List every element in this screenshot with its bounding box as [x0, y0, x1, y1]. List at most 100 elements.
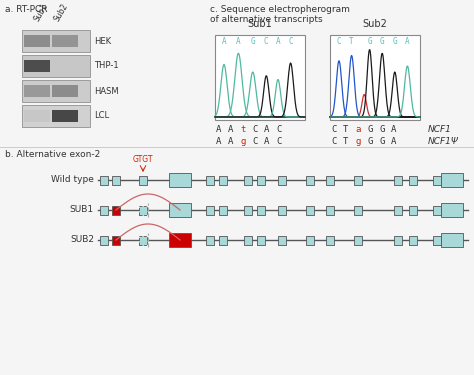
- Text: C: C: [252, 137, 258, 146]
- Text: LCL: LCL: [94, 111, 109, 120]
- Bar: [433, 176, 441, 184]
- Bar: [52, 60, 78, 72]
- Text: G: G: [367, 137, 373, 146]
- Text: C: C: [252, 125, 258, 134]
- Bar: [24, 35, 50, 47]
- Text: GTGT: GTGT: [133, 155, 153, 164]
- Bar: [257, 236, 265, 244]
- Bar: [433, 206, 441, 214]
- Bar: [441, 203, 463, 217]
- Text: Sub2: Sub2: [363, 19, 387, 29]
- Bar: [330, 35, 420, 120]
- Text: G: G: [367, 125, 373, 134]
- Text: A: A: [216, 137, 222, 146]
- Bar: [215, 35, 305, 120]
- Text: HEK: HEK: [94, 36, 111, 45]
- Bar: [326, 176, 334, 184]
- Text: C: C: [331, 137, 337, 146]
- Bar: [409, 176, 417, 184]
- Text: G: G: [379, 125, 385, 134]
- Text: Sub1: Sub1: [247, 19, 273, 29]
- Text: G: G: [367, 37, 372, 46]
- Text: C: C: [288, 37, 293, 46]
- Text: A: A: [392, 137, 397, 146]
- Bar: [100, 236, 108, 244]
- Bar: [52, 85, 78, 97]
- Bar: [24, 85, 50, 97]
- Bar: [22, 30, 90, 52]
- Text: a: a: [356, 125, 361, 134]
- Bar: [169, 233, 191, 247]
- Bar: [433, 236, 441, 244]
- Text: Wild type: Wild type: [51, 176, 94, 184]
- Text: NCF1: NCF1: [428, 125, 452, 134]
- Bar: [139, 206, 147, 214]
- Bar: [354, 176, 362, 184]
- Text: A: A: [264, 137, 270, 146]
- Text: Sub1: Sub1: [32, 2, 49, 23]
- Bar: [354, 236, 362, 244]
- Bar: [409, 236, 417, 244]
- Text: Sub2: Sub2: [52, 2, 69, 23]
- Bar: [326, 206, 334, 214]
- Bar: [219, 176, 227, 184]
- Text: C: C: [264, 37, 269, 46]
- Text: NCF1Ψ: NCF1Ψ: [428, 137, 459, 146]
- Text: A: A: [236, 37, 241, 46]
- Bar: [112, 206, 120, 214]
- Text: a. RT-PCR: a. RT-PCR: [5, 5, 47, 14]
- Bar: [326, 236, 334, 244]
- Text: SUB2: SUB2: [70, 236, 94, 244]
- Bar: [409, 206, 417, 214]
- Bar: [206, 206, 214, 214]
- Bar: [441, 173, 463, 187]
- Bar: [306, 206, 314, 214]
- Bar: [306, 236, 314, 244]
- Text: C: C: [276, 137, 282, 146]
- Bar: [112, 176, 120, 184]
- Text: A: A: [228, 125, 234, 134]
- Bar: [22, 55, 90, 77]
- Text: A: A: [222, 37, 226, 46]
- Bar: [52, 35, 78, 47]
- Text: c. Sequence electropherogram
of alternative transcripts: c. Sequence electropherogram of alternat…: [210, 5, 350, 24]
- Bar: [206, 176, 214, 184]
- Bar: [244, 236, 252, 244]
- Text: T: T: [349, 37, 354, 46]
- Text: T: T: [343, 137, 349, 146]
- Text: A: A: [264, 125, 270, 134]
- Bar: [139, 176, 147, 184]
- Text: SUB1: SUB1: [70, 206, 94, 214]
- Bar: [354, 206, 362, 214]
- Bar: [394, 206, 402, 214]
- Text: A: A: [405, 37, 410, 46]
- Bar: [244, 206, 252, 214]
- Bar: [169, 203, 191, 217]
- Bar: [219, 236, 227, 244]
- Bar: [24, 110, 50, 122]
- Bar: [100, 176, 108, 184]
- Text: THP-1: THP-1: [94, 62, 118, 70]
- Text: G: G: [250, 37, 255, 46]
- Text: A: A: [228, 137, 234, 146]
- Text: G: G: [380, 37, 384, 46]
- Bar: [100, 206, 108, 214]
- Bar: [112, 236, 120, 244]
- Bar: [278, 236, 286, 244]
- Bar: [219, 206, 227, 214]
- Bar: [257, 176, 265, 184]
- Bar: [394, 176, 402, 184]
- Text: g: g: [356, 137, 361, 146]
- Bar: [278, 206, 286, 214]
- Text: A: A: [216, 125, 222, 134]
- Bar: [22, 105, 90, 127]
- Text: b. Alternative exon-2: b. Alternative exon-2: [5, 150, 100, 159]
- Bar: [257, 206, 265, 214]
- Text: C: C: [331, 125, 337, 134]
- Bar: [52, 110, 78, 122]
- Bar: [24, 60, 50, 72]
- Bar: [169, 173, 191, 187]
- Text: G: G: [392, 37, 397, 46]
- Text: A: A: [276, 37, 280, 46]
- Text: C: C: [337, 37, 341, 46]
